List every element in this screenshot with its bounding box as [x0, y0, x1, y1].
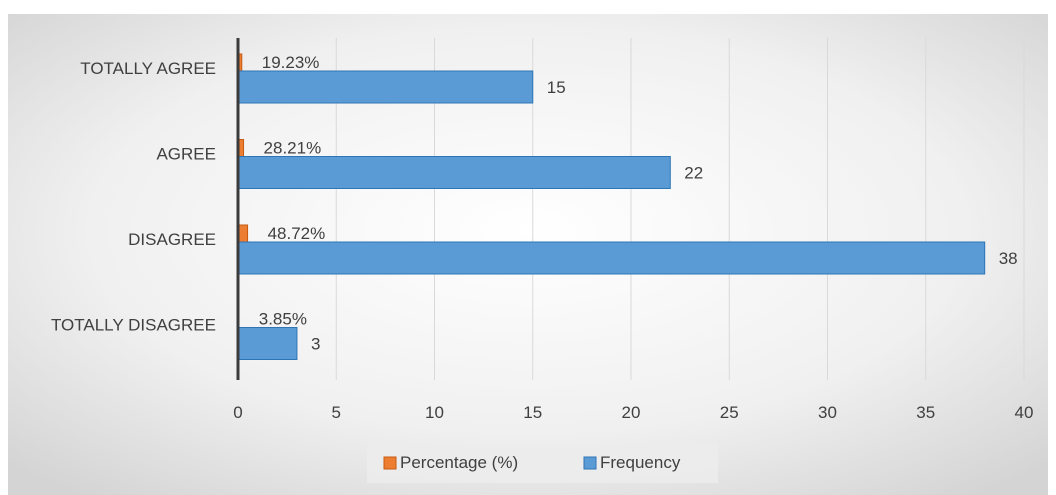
data-label-percentage: 19.23%: [262, 53, 320, 72]
data-label-percentage: 48.72%: [268, 224, 326, 243]
x-tick-label: 20: [622, 403, 641, 422]
data-label-frequency: 15: [547, 78, 566, 97]
bar-frequency: [237, 156, 671, 189]
x-tick-label: 10: [425, 403, 444, 422]
x-tick-label: 35: [916, 403, 935, 422]
legend: Percentage (%) Frequency: [367, 443, 718, 483]
data-label-percentage: 3.85%: [259, 310, 307, 329]
legend-label-frequency: Frequency: [600, 453, 681, 472]
bar-frequency: [237, 70, 534, 104]
data-label-frequency: 3: [311, 335, 320, 354]
bar-frequency: [237, 327, 298, 360]
x-tick-label: 5: [332, 403, 341, 422]
x-tick-label: 40: [1015, 403, 1034, 422]
labels: 0 5 10 15 20 25 30 35 40 19.23% 15 TOTALLY AGREE 28.…: [51, 53, 1033, 422]
data-label-frequency: 38: [999, 249, 1018, 268]
bars: [237, 53, 986, 360]
category-label: TOTALLY DISAGREE: [51, 316, 216, 335]
data-label-frequency: 22: [684, 164, 703, 183]
category-label: DISAGREE: [128, 230, 216, 249]
legend-swatch-frequency: [583, 456, 597, 470]
x-tick-label: 0: [233, 403, 242, 422]
legend-label-percentage: Percentage (%): [400, 453, 518, 472]
category-label: TOTALLY AGREE: [80, 59, 216, 78]
bar-frequency: [237, 241, 986, 275]
data-label-percentage: 28.21%: [264, 139, 322, 158]
x-tick-label: 15: [523, 403, 542, 422]
x-tick-label: 25: [720, 403, 739, 422]
category-label: AGREE: [156, 145, 216, 164]
legend-box: [367, 443, 718, 483]
x-tick-label: 30: [818, 403, 837, 422]
legend-swatch-percentage: [383, 456, 397, 470]
